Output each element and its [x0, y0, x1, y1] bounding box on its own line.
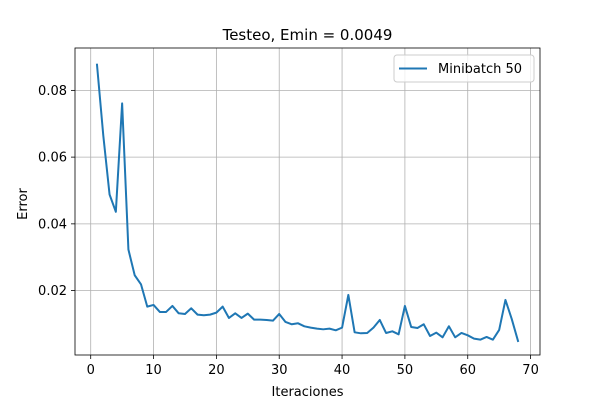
y-tick-label: 0.02 — [38, 284, 67, 299]
data-point — [184, 313, 186, 315]
chart-title: Testeo, Emin = 0.0049 — [222, 26, 393, 44]
x-tick-label: 0 — [87, 363, 95, 378]
data-point — [266, 319, 268, 321]
data-point — [379, 319, 381, 321]
x-tick-label: 40 — [334, 363, 351, 378]
plot-frame — [74, 47, 541, 356]
data-point — [486, 336, 488, 338]
data-point — [391, 330, 393, 332]
data-point — [347, 294, 349, 296]
y-tick-label: 0.04 — [38, 217, 67, 232]
data-point — [121, 102, 123, 104]
data-point — [354, 331, 356, 333]
data-point — [473, 338, 475, 340]
data-point — [209, 314, 211, 316]
data-point — [492, 339, 494, 341]
legend-box — [393, 54, 535, 83]
data-point — [297, 322, 299, 324]
series-layer — [95, 63, 520, 343]
data-point — [115, 211, 117, 213]
series-line — [95, 63, 520, 343]
data-point — [159, 311, 161, 313]
data-point — [247, 313, 249, 315]
data-point — [259, 319, 261, 321]
x-tick-label: 60 — [459, 363, 476, 378]
data-point — [404, 305, 406, 307]
data-point — [429, 335, 431, 337]
data-point — [460, 332, 462, 334]
data-point — [423, 323, 425, 325]
data-point — [504, 299, 506, 301]
data-point — [278, 313, 280, 315]
data-point — [140, 283, 142, 285]
data-point — [498, 329, 500, 331]
data-point — [96, 64, 98, 66]
data-point — [448, 325, 450, 327]
data-point — [454, 336, 456, 338]
data-point — [228, 317, 230, 319]
data-point — [203, 314, 205, 316]
y-axis-label: Error — [16, 188, 31, 220]
data-point — [322, 328, 324, 330]
data-point — [253, 319, 255, 321]
data-point — [165, 311, 167, 313]
data-point — [190, 307, 192, 309]
data-point — [102, 134, 104, 136]
y-tick-label: 0.08 — [38, 84, 67, 99]
legend-label: Minibatch 50 — [438, 62, 522, 77]
data-point — [398, 333, 400, 335]
data-point — [366, 332, 368, 334]
data-point — [335, 329, 337, 331]
data-point — [479, 339, 481, 341]
x-axis-label: Iteraciones — [272, 385, 344, 400]
x-tick-label: 20 — [208, 363, 225, 378]
data-point — [234, 312, 236, 314]
data-point — [291, 323, 293, 325]
legend: Minibatch 50 — [393, 54, 535, 83]
data-point — [517, 340, 519, 342]
data-point — [372, 327, 374, 329]
data-point — [385, 332, 387, 334]
data-point — [272, 320, 274, 322]
data-point — [341, 327, 343, 329]
data-point — [316, 328, 318, 330]
data-point — [511, 318, 513, 320]
data-point — [310, 327, 312, 329]
x-tick-label: 70 — [522, 363, 539, 378]
data-point — [416, 327, 418, 329]
data-point — [178, 312, 180, 314]
data-point — [153, 304, 155, 306]
x-tick-label: 30 — [271, 363, 288, 378]
x-tick-label: 10 — [145, 363, 162, 378]
data-point — [435, 332, 437, 334]
data-point — [303, 325, 305, 327]
data-point — [222, 306, 224, 308]
data-point — [215, 312, 217, 314]
y-axis: 0.02 0.04 0.06 0.08 — [38, 84, 75, 299]
data-point — [171, 305, 173, 307]
data-point — [109, 193, 111, 195]
data-point — [134, 274, 136, 276]
data-point — [285, 321, 287, 323]
data-point — [146, 306, 148, 308]
data-point — [360, 332, 362, 334]
data-point — [328, 328, 330, 330]
data-point — [410, 326, 412, 328]
data-point — [127, 249, 129, 251]
data-point — [442, 336, 444, 338]
y-tick-label: 0.06 — [38, 151, 67, 166]
x-tick-label: 50 — [397, 363, 414, 378]
data-point — [241, 317, 243, 319]
data-point — [467, 334, 469, 336]
grid — [75, 48, 540, 355]
data-point — [197, 314, 199, 316]
x-axis: 0 10 20 30 40 50 60 70 — [87, 355, 539, 378]
